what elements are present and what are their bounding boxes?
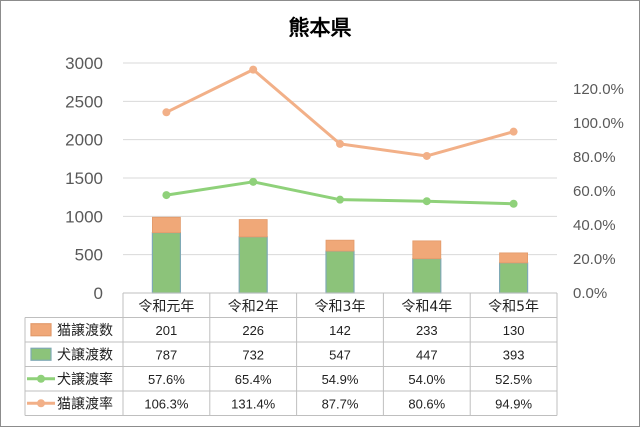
table-cell-value: 142 [329,323,351,338]
legend-label: 猫譲渡数 [57,323,113,339]
point-cat-rate [336,139,344,148]
bar-dog-adoptions [238,236,268,294]
table-cell-value: 57.6% [148,372,185,387]
y-right-tick-label: 80.0% [573,149,616,166]
point-cat-rate [422,151,431,160]
category-label: 令和元年 [138,299,194,315]
table-cell-value: 393 [503,347,525,362]
y-left-tick-label: 0 [94,284,103,303]
bar-cat-adoptions [412,240,442,260]
point-dog-rate [336,195,344,204]
table-cell-value: 787 [156,347,178,362]
point-dog-rate [509,199,518,208]
y-right-tick-label: 0.0% [573,285,607,302]
y-left-tick-label: 1000 [65,207,103,226]
point-dog-rate [249,177,258,186]
table-cell-value: 447 [416,347,438,362]
table-cell-value: 80.6% [408,396,445,411]
category-label: 令和3年 [315,299,366,315]
table-cell-value: 52.5% [495,372,532,387]
table-cell-value: 94.9% [495,396,532,411]
y-left-tick-label: 1500 [65,169,103,188]
bar-dog-adoptions [325,250,355,294]
table-cell-value: 201 [156,323,178,338]
y-right-tick-label: 20.0% [573,251,616,268]
bar-dog-adoptions [151,232,181,294]
y-left-tick-label: 3000 [65,54,103,73]
point-cat-rate [509,127,518,136]
table-cell-value: 106.3% [144,396,189,411]
table-cell-value: 732 [242,347,264,362]
bar-cat-adoptions [151,216,181,234]
table-cell-value: 226 [242,323,264,338]
category-label: 令和4年 [401,299,452,315]
point-cat-rate [162,108,171,117]
table-cell-value: 130 [503,323,525,338]
table-cell-value: 65.4% [235,372,272,387]
legend-label: 猫譲渡率 [57,395,113,412]
legend-marker-dog-rate [37,374,45,383]
chart-title: 熊本県 [288,16,352,40]
table-cell-value: 547 [329,347,351,362]
bar-cat-adoptions [499,252,529,264]
table-cell-value: 131.4% [231,396,276,411]
bar-dog-adoptions [499,262,529,294]
legend-label: 犬譲渡率 [57,371,113,388]
point-dog-rate [162,191,171,200]
table-cell-value: 233 [416,323,438,338]
table-cell-value: 87.7% [322,396,359,411]
legend-key-cat-adoptions [30,323,52,337]
y-left-tick-label: 2000 [65,131,103,150]
point-dog-rate [422,197,431,206]
y-left-tick-label: 500 [75,246,103,265]
bar-cat-adoptions [238,219,268,238]
category-label: 令和2年 [228,299,279,315]
legend-key-dog-adoptions [30,347,52,361]
bar-dog-adoptions [412,258,442,294]
y-left-tick-label: 2500 [65,92,103,111]
point-cat-rate [249,65,258,74]
y-right-tick-label: 100.0% [573,115,624,132]
legend-label: 犬譲渡数 [57,347,113,363]
category-label: 令和5年 [488,299,539,315]
table-cell-value: 54.9% [322,372,359,387]
y-right-tick-label: 120.0% [573,81,624,98]
y-right-tick-label: 60.0% [573,183,616,200]
legend-marker-cat-rate [37,399,45,408]
table-cell-value: 54.0% [408,372,445,387]
bar-cat-adoptions [325,239,355,252]
y-right-tick-label: 40.0% [573,217,616,234]
